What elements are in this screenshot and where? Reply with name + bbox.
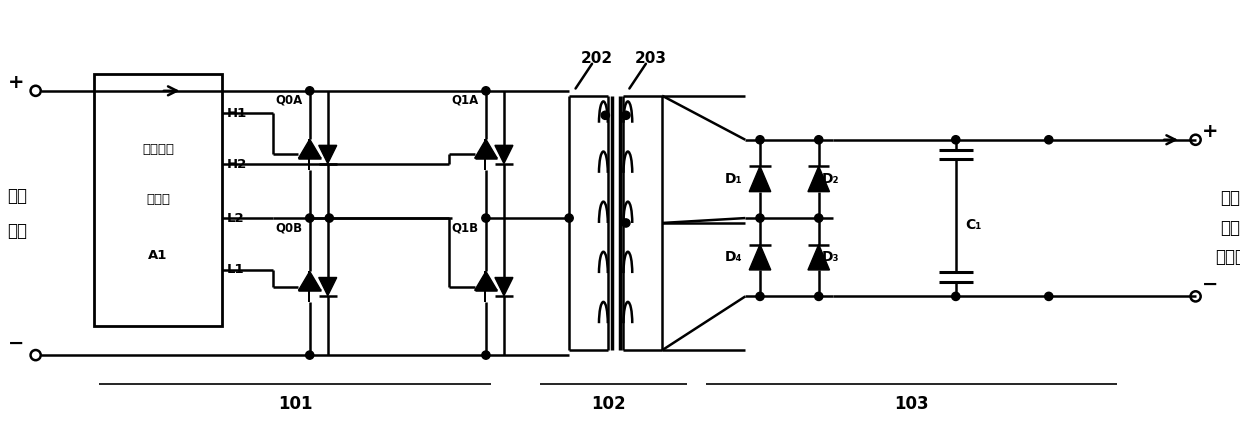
Polygon shape	[495, 145, 513, 163]
Polygon shape	[299, 139, 321, 158]
Text: D₃: D₃	[822, 250, 839, 264]
Bar	[94, 74, 222, 326]
Circle shape	[621, 111, 630, 120]
Text: D₄: D₄	[724, 250, 743, 264]
Circle shape	[565, 214, 573, 222]
Polygon shape	[749, 245, 771, 270]
Text: −: −	[7, 334, 25, 353]
Circle shape	[815, 214, 823, 222]
Circle shape	[951, 136, 960, 144]
Text: Q1B: Q1B	[451, 221, 479, 234]
Polygon shape	[319, 277, 337, 295]
Text: 101: 101	[278, 395, 312, 413]
Circle shape	[756, 292, 764, 300]
Text: D₁: D₁	[724, 172, 743, 186]
Text: 102: 102	[591, 395, 626, 413]
Polygon shape	[808, 166, 830, 192]
Text: +: +	[1202, 122, 1219, 141]
Circle shape	[482, 351, 490, 359]
Text: +: +	[7, 74, 25, 93]
Text: Q0B: Q0B	[275, 221, 303, 234]
Text: 直流: 直流	[1220, 190, 1240, 207]
Polygon shape	[495, 277, 513, 295]
Text: C₁: C₁	[966, 218, 982, 233]
Circle shape	[951, 292, 960, 300]
Polygon shape	[475, 272, 497, 290]
Circle shape	[1044, 292, 1053, 300]
Circle shape	[482, 214, 490, 222]
Text: −: −	[1202, 275, 1219, 294]
Polygon shape	[808, 245, 830, 270]
Text: 202: 202	[580, 51, 613, 66]
Polygon shape	[319, 145, 337, 163]
Text: D₂: D₂	[822, 172, 839, 186]
Text: 驱动信号: 驱动信号	[143, 143, 174, 156]
Text: 203: 203	[635, 51, 666, 66]
Text: Q0A: Q0A	[275, 94, 303, 107]
Circle shape	[325, 214, 334, 222]
Circle shape	[305, 351, 314, 359]
Text: 输入: 输入	[7, 222, 27, 240]
Circle shape	[305, 87, 314, 95]
Text: 直流: 直流	[7, 187, 27, 205]
Text: L1: L1	[227, 264, 244, 276]
Circle shape	[482, 87, 490, 95]
Text: L2: L2	[227, 212, 244, 225]
Text: 103: 103	[894, 395, 929, 413]
Circle shape	[815, 136, 823, 144]
Text: H1: H1	[227, 107, 247, 120]
Text: 至负载: 至负载	[1215, 248, 1240, 266]
Polygon shape	[475, 139, 497, 158]
Text: 产生器: 产生器	[146, 194, 170, 206]
Circle shape	[601, 111, 609, 120]
Circle shape	[1044, 136, 1053, 144]
Text: Q1A: Q1A	[451, 94, 479, 107]
Polygon shape	[299, 272, 321, 290]
Circle shape	[815, 292, 823, 300]
Circle shape	[621, 219, 630, 227]
Text: 输出: 输出	[1220, 219, 1240, 237]
Circle shape	[305, 214, 314, 222]
Polygon shape	[749, 166, 771, 192]
Circle shape	[756, 214, 764, 222]
Circle shape	[756, 136, 764, 144]
Text: H2: H2	[227, 158, 247, 171]
Text: A1: A1	[149, 249, 167, 262]
